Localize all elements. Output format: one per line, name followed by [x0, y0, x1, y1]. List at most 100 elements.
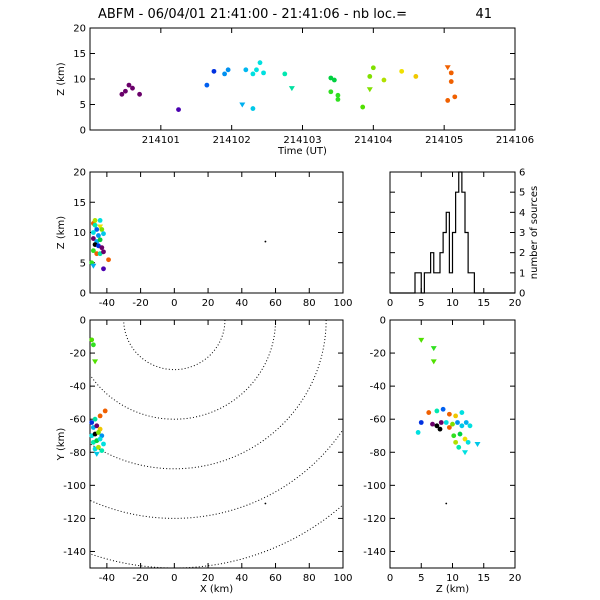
source-point: [399, 68, 405, 74]
source-point: [430, 421, 435, 427]
source-point: [250, 71, 256, 77]
y-tick-label: 10: [73, 228, 86, 239]
source-point: [282, 71, 288, 77]
x-tick-label: 0: [171, 298, 177, 309]
y-tick-label: -140: [363, 547, 386, 558]
source-point: [243, 67, 249, 73]
source-point: [450, 421, 455, 427]
source-point: [90, 263, 97, 269]
source-point: [101, 249, 106, 255]
source-point: [257, 60, 263, 66]
source-point: [96, 233, 101, 238]
x-axis-label: Time (UT): [277, 146, 327, 157]
source-point: [331, 77, 337, 83]
y-tick-label: -140: [63, 547, 86, 558]
y-tick-label: -60: [70, 415, 86, 426]
source-point: [474, 442, 481, 447]
source-point: [453, 413, 459, 419]
x-tick-label: 20: [202, 298, 215, 309]
x_z-panel: -40 -20 0 20 40 60 80 100 0 5 10 15 20 Z (km): [56, 168, 353, 310]
x-tick-label: 0: [387, 298, 393, 309]
source-point: [225, 67, 231, 73]
source-point: [97, 224, 104, 230]
y-tick-label: 10: [73, 75, 86, 86]
source-point: [239, 102, 246, 108]
source-point: [261, 70, 266, 76]
x-tick-label: 100: [333, 298, 352, 309]
source-point: [426, 410, 432, 415]
source-point: [92, 222, 98, 228]
source-point: [99, 227, 105, 232]
source-point: [452, 94, 458, 100]
source-point: [94, 423, 100, 429]
source-point: [102, 408, 108, 414]
x-axis-label: Z (km): [436, 584, 469, 595]
source-point: [90, 248, 96, 254]
y-tick-label: -40: [370, 382, 386, 393]
source-point: [453, 439, 459, 445]
source-point: [462, 436, 468, 442]
source-point: [264, 502, 267, 505]
y-tick-label: 1: [519, 268, 525, 279]
x-tick-label: 80: [303, 573, 316, 584]
x_z-frame: [89, 171, 344, 294]
y-axis-label: Z (km): [56, 62, 67, 95]
source-point: [93, 451, 100, 457]
y-tick-label: -20: [370, 349, 386, 360]
source-point: [97, 436, 103, 442]
x-tick-label: 5: [418, 573, 424, 584]
source-point: [92, 359, 99, 365]
source-point: [96, 430, 101, 435]
x-tick-label: 20: [202, 573, 215, 584]
range-ring: [90, 320, 277, 420]
source-point: [99, 245, 105, 251]
y-tick-label: -40: [70, 382, 86, 393]
source-point: [254, 67, 259, 73]
x-tick-label: -20: [132, 298, 148, 309]
x-tick-label: 80: [303, 298, 316, 309]
source-point: [367, 74, 373, 79]
source-point: [444, 65, 451, 71]
source-point: [137, 91, 142, 97]
source-point: [434, 423, 440, 429]
source-point: [96, 444, 101, 450]
source-point: [465, 439, 471, 445]
source-point: [126, 82, 132, 88]
source-point: [101, 231, 106, 237]
y-axis-label: Z (km): [56, 216, 67, 249]
y-tick-label: 2: [519, 248, 525, 259]
y-tick-label: -80: [70, 448, 86, 459]
source-point: [413, 74, 419, 79]
source-point: [94, 251, 100, 257]
source-point: [366, 87, 373, 93]
source-point: [89, 420, 95, 425]
x-tick-label: 15: [477, 298, 490, 309]
source-point: [445, 502, 448, 505]
source-point: [130, 85, 135, 91]
source-point: [101, 266, 106, 272]
x-tick-label: 214101: [142, 135, 180, 146]
y-tick-label: 20: [73, 168, 86, 179]
source-point: [106, 257, 111, 263]
x-tick-label: 20: [509, 298, 522, 309]
source-point: [90, 230, 96, 235]
source-point: [97, 218, 103, 223]
x-tick-label: 20: [509, 573, 522, 584]
source-point: [418, 337, 425, 343]
y-tick-label: 6: [519, 168, 525, 179]
y-tick-label: 3: [519, 228, 525, 239]
source-point: [445, 98, 451, 103]
y-tick-label: 20: [73, 24, 86, 35]
source-point: [370, 65, 376, 71]
x-tick-label: 214102: [213, 135, 251, 146]
source-point: [430, 346, 437, 352]
source-point: [437, 426, 443, 432]
y-tick-label: 0: [80, 316, 86, 327]
y-axis-label: Y (km): [56, 428, 67, 462]
source-point: [381, 77, 387, 83]
figure-title: ABFM - 06/04/01 21:41:00 - 21:41:06 - nb…: [98, 7, 407, 22]
y-tick-label: 0: [519, 289, 525, 300]
source-point: [335, 97, 341, 102]
